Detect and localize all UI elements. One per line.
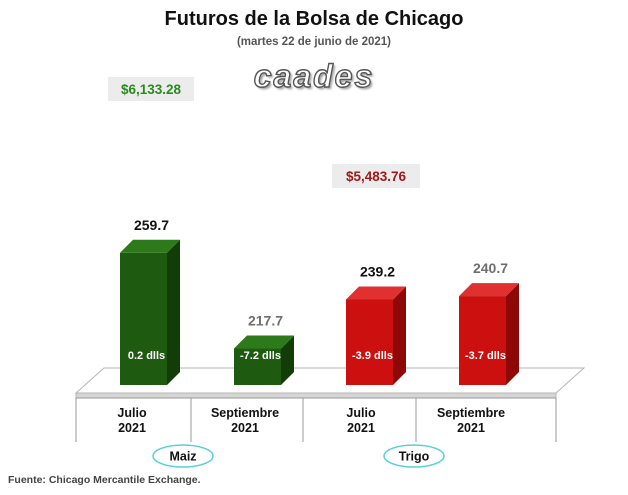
price-box-maiz — [108, 77, 194, 101]
bar-maiz-julio — [120, 239, 180, 385]
bar-top — [120, 239, 180, 253]
bar-side — [167, 239, 180, 385]
change-label: -7.2 dlls — [240, 350, 281, 362]
bar-side — [393, 286, 406, 385]
bar-side — [281, 335, 294, 385]
value-label: 240.7 — [473, 260, 508, 276]
bar-trigo-julio — [346, 286, 406, 385]
bar-side — [506, 283, 519, 385]
bar-top — [346, 286, 406, 300]
category-label: Septiembre — [437, 406, 505, 420]
group-oval-maiz — [152, 444, 214, 468]
change-label: 0.2 dlls — [128, 350, 165, 362]
value-label: 239.2 — [360, 264, 395, 280]
value-label: 217.7 — [248, 313, 283, 329]
price-label-trigo: $5,483.76 — [346, 169, 407, 184]
category-label: Julio — [346, 406, 376, 420]
category-label: 2021 — [118, 421, 146, 435]
chart-title: Futuros de la Bolsa de Chicago — [164, 8, 464, 30]
category-label: 2021 — [231, 421, 259, 435]
category-label: 2021 — [347, 421, 375, 435]
bar-top — [234, 335, 294, 349]
value-label: 259.7 — [134, 217, 169, 233]
price-box-trigo — [332, 164, 420, 188]
bar-front — [120, 252, 167, 385]
group-label-trigo: Trigo — [399, 450, 430, 464]
category-label: Septiembre — [211, 406, 279, 420]
bar-front — [346, 299, 393, 385]
bar-top — [459, 283, 519, 297]
change-label: -3.9 dlls — [352, 350, 393, 362]
bar-front — [459, 296, 506, 385]
chart-floor-edge — [75, 392, 557, 399]
group-label-maiz: Maiz — [169, 450, 196, 464]
bar-trigo-septiembre — [459, 283, 519, 385]
source-note: Fuente: Chicago Mercantile Exchange. — [8, 474, 201, 486]
group-oval-trigo — [383, 444, 445, 468]
category-label: 2021 — [457, 421, 485, 435]
bar-maiz-septiembre — [234, 335, 294, 385]
category-label: Julio — [117, 406, 147, 420]
caades-logo: caades — [253, 57, 375, 94]
price-label-maiz: $6,133.28 — [121, 82, 182, 97]
chart-subtitle: (martes 22 de junio de 2021) — [236, 36, 392, 48]
bar-front — [234, 348, 281, 385]
change-label: -3.7 dlls — [465, 350, 506, 362]
